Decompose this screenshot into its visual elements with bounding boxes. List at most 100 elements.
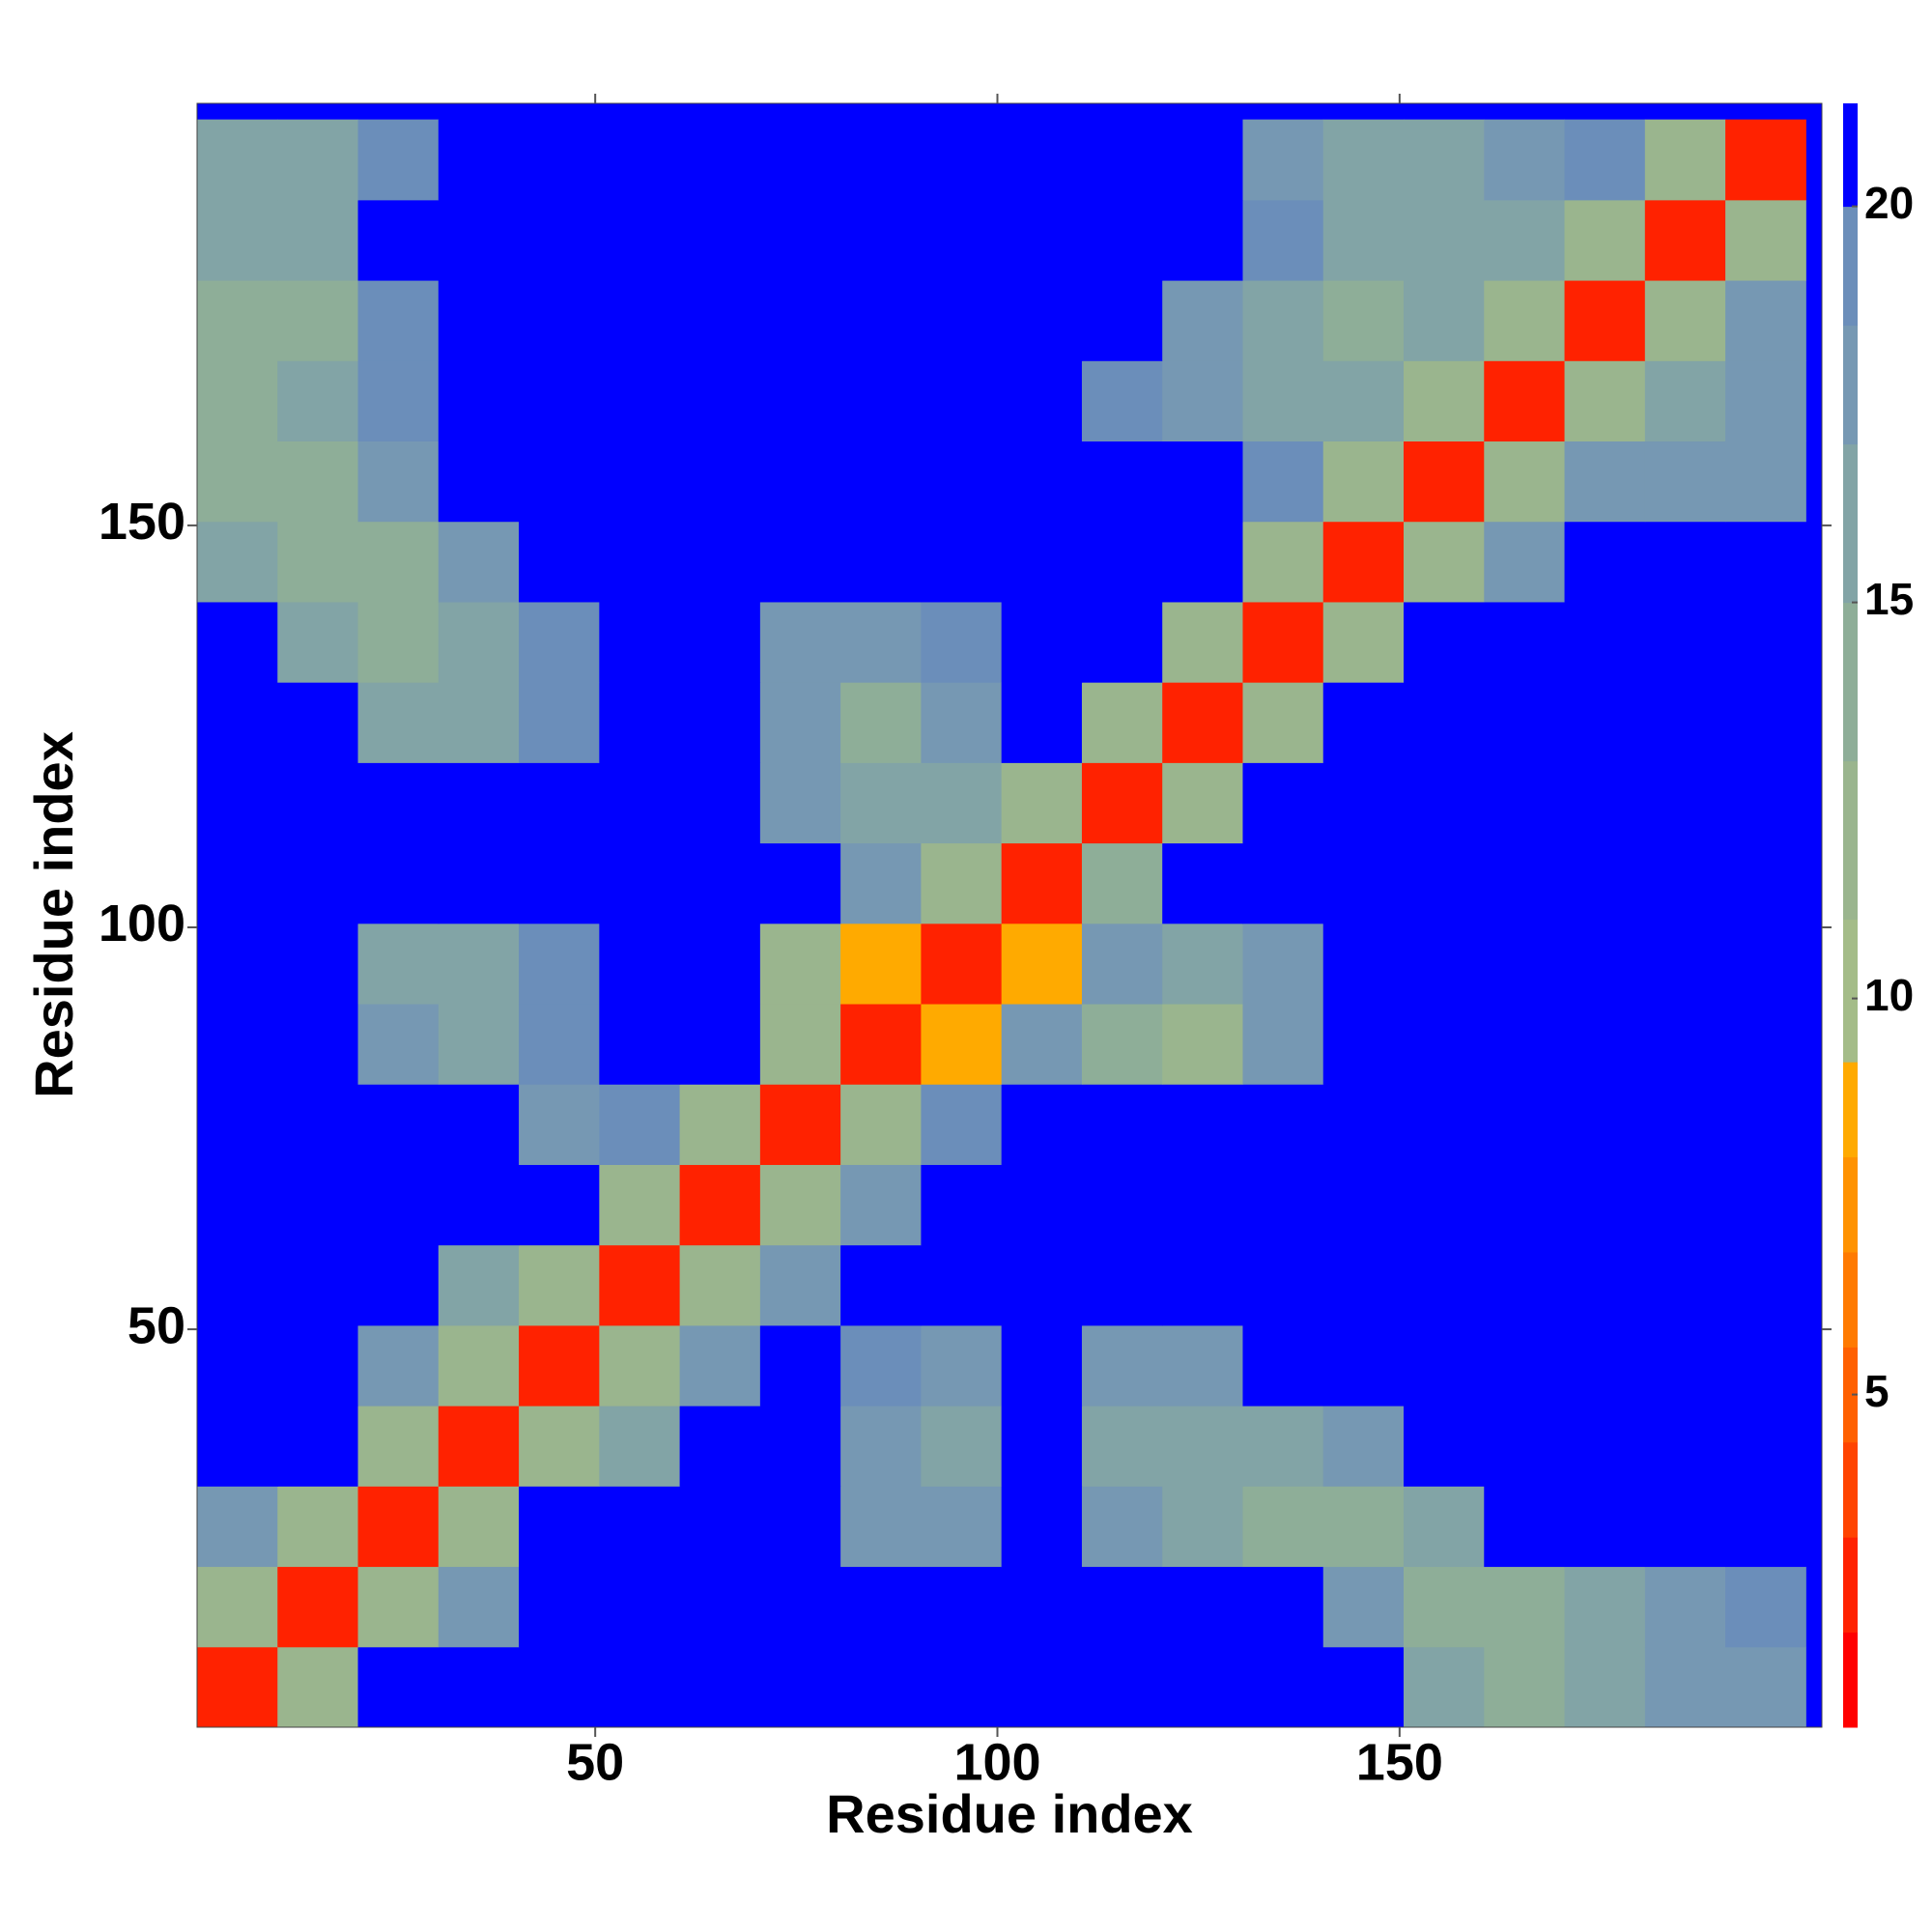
heat-cell — [438, 762, 520, 844]
heat-cell — [599, 1566, 681, 1648]
colorbar-tick-label: 5 — [1864, 1366, 1889, 1416]
heat-cell — [1162, 199, 1243, 281]
heat-cell — [679, 199, 761, 281]
heat-cell — [277, 682, 359, 763]
heat-cell — [277, 1324, 359, 1406]
heat-cell — [1404, 119, 1485, 201]
heat-cell — [438, 1324, 520, 1406]
heat-cell — [519, 923, 600, 1005]
heat-cell — [1162, 440, 1243, 523]
heat-cell — [519, 440, 600, 523]
heat-cell — [1322, 1244, 1405, 1326]
heat-cell — [1322, 360, 1405, 442]
heat-cell — [759, 521, 841, 603]
heat-cell — [1001, 601, 1083, 683]
heat-cell — [357, 1646, 440, 1728]
heat-cell — [1162, 360, 1243, 442]
heat-cell — [1242, 1646, 1324, 1728]
heat-cell — [197, 280, 278, 361]
heat-cell — [759, 1646, 841, 1728]
heat-cell — [1081, 119, 1163, 201]
heat-cell — [1322, 521, 1405, 603]
colorbar-tick-label: 20 — [1864, 178, 1914, 228]
heat-cell — [277, 1646, 359, 1728]
heat-cell — [1081, 199, 1163, 281]
heat-cell — [679, 280, 761, 361]
heat-cell — [1001, 119, 1083, 201]
heat-cell — [1081, 1244, 1163, 1326]
heat-cell — [277, 119, 359, 201]
heat-cell — [1484, 1646, 1566, 1728]
heat-cell — [1162, 682, 1243, 763]
heat-cell — [357, 360, 440, 442]
heat-cell — [759, 923, 841, 1005]
heat-cell — [197, 440, 278, 523]
heat-cell — [438, 1486, 520, 1568]
heat-cell — [599, 1646, 681, 1728]
heat-cell — [1162, 1244, 1243, 1326]
heat-cell — [1564, 119, 1646, 201]
heat-cell — [1725, 682, 1806, 763]
heat-cell — [1242, 521, 1324, 603]
heat-cell — [1001, 1406, 1083, 1487]
heat-cell — [519, 1164, 600, 1246]
heat-cell — [197, 1004, 278, 1085]
heat-cell — [1001, 1004, 1083, 1085]
heat-cell — [1564, 923, 1646, 1005]
heat-cell — [1725, 1406, 1806, 1487]
heat-cell — [679, 1164, 761, 1246]
heat-cell — [1644, 1244, 1726, 1326]
heat-cell — [197, 682, 278, 763]
heat-cell — [1484, 1164, 1566, 1246]
heat-cell — [197, 762, 278, 844]
colorbar-step — [1843, 1252, 1858, 1348]
heat-cell — [519, 199, 600, 281]
heat-cell — [197, 923, 278, 1005]
heat-cell — [759, 440, 841, 523]
heat-cell — [438, 440, 520, 523]
heat-cell — [1081, 1004, 1163, 1085]
heat-cell — [438, 601, 520, 683]
heat-cell — [1242, 199, 1324, 281]
heat-cell — [277, 1406, 359, 1487]
heat-cell — [840, 1244, 922, 1326]
colorbar-step — [1843, 325, 1858, 445]
heat-cell — [1644, 1084, 1726, 1165]
heat-cell — [1484, 1244, 1566, 1326]
heat-cell — [519, 682, 600, 763]
heat-cell — [277, 1244, 359, 1326]
heat-cell — [1484, 360, 1566, 442]
heat-cell — [840, 360, 922, 442]
heat-cell — [1725, 1486, 1806, 1568]
heat-cell — [759, 682, 841, 763]
colorbar-step — [1843, 1632, 1858, 1728]
heat-cell — [599, 199, 681, 281]
heat-cell — [599, 682, 681, 763]
heat-cell — [197, 1486, 278, 1568]
heat-cell — [197, 360, 278, 442]
heat-cell — [1484, 280, 1566, 361]
heat-cell — [840, 601, 922, 683]
heat-cell — [519, 1324, 600, 1406]
heat-cell — [1081, 440, 1163, 523]
heat-cell — [759, 601, 841, 683]
heat-cell — [1644, 1324, 1726, 1406]
heat-cell — [1322, 119, 1405, 201]
heat-cell — [1001, 1566, 1083, 1648]
heat-cell — [679, 762, 761, 844]
heat-cell — [519, 1486, 600, 1568]
heat-cell — [1644, 1566, 1726, 1648]
heat-cell — [1404, 1566, 1485, 1648]
heat-cell — [1404, 1084, 1485, 1165]
heat-cell — [197, 1164, 278, 1246]
y-tick-label: 100 — [99, 895, 185, 952]
heat-cell — [840, 119, 922, 201]
heat-cell — [1242, 1406, 1324, 1487]
heat-cell — [519, 1566, 600, 1648]
heat-cell — [921, 1164, 1003, 1246]
heat-cell — [1242, 1566, 1324, 1648]
heat-cell — [438, 1406, 520, 1487]
heat-cell — [921, 119, 1003, 201]
heat-cell — [197, 1244, 278, 1326]
heat-cell — [1404, 360, 1485, 442]
